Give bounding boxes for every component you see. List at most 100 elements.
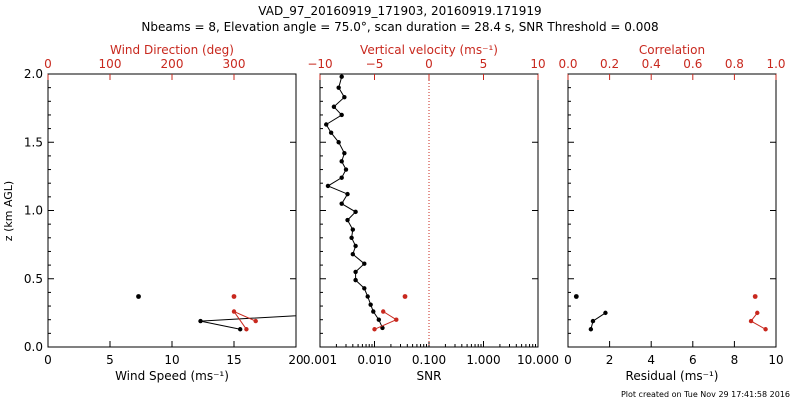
data-point: [353, 277, 358, 283]
title-line-1: VAD_97_20160919_171903, 20160919.171919: [258, 4, 541, 18]
data-point: [748, 318, 754, 324]
data-point: [238, 327, 243, 332]
data-point: [339, 74, 344, 79]
data-point: [350, 227, 356, 232]
top-tick-label: 1.0: [766, 57, 785, 71]
bottom-tick-label: 15: [226, 353, 241, 367]
data-point: [353, 209, 358, 215]
data-point: [136, 294, 141, 299]
y-tick-label: 0.0: [24, 340, 43, 354]
data-point: [325, 183, 331, 189]
data-point: [231, 294, 237, 299]
top-tick-label: −5: [366, 57, 384, 71]
top-tick-label: 0.6: [683, 57, 702, 71]
data-point: [603, 310, 608, 316]
top-tick-label: 0: [425, 57, 433, 71]
data-point: [372, 327, 377, 332]
bottom-tick-label: 20: [288, 353, 303, 367]
top-axis-label: Wind Direction (deg): [110, 43, 234, 57]
bottom-tick-label: 0: [44, 353, 52, 367]
bottom-tick-label: 0.100: [412, 353, 446, 367]
data-layer: [136, 294, 296, 332]
data-point: [331, 104, 337, 109]
data-point: [198, 318, 203, 324]
data-point: [381, 309, 386, 314]
data-point: [763, 327, 768, 332]
data-point: [345, 217, 350, 223]
bottom-tick-label: 2: [606, 353, 614, 367]
top-tick-label: 0: [44, 57, 52, 71]
y-tick-label: 2.0: [24, 67, 43, 81]
series-line: [232, 310, 256, 330]
data-point: [350, 251, 356, 257]
panel-residual: 0 2 4 6 8 10 Residual (ms⁻¹) 0.0 0.2 0.4 0.6 0.8 1.0…: [558, 43, 785, 383]
bottom-tick-label: 5: [106, 353, 114, 367]
plot-frame: [567, 73, 777, 348]
data-point: [394, 317, 399, 322]
data-point: [755, 310, 760, 316]
y-tick-label: 1.0: [24, 204, 43, 218]
bottom-tick-label: 0.001: [303, 353, 337, 367]
top-tick-label: 10: [530, 57, 545, 71]
data-point: [371, 309, 376, 314]
data-point: [328, 130, 334, 135]
y-tick-label: 0.5: [24, 272, 43, 286]
bottom-axis-label: SNR: [417, 369, 442, 383]
data-point: [365, 294, 370, 299]
data-point: [339, 175, 344, 180]
data-point: [588, 327, 594, 332]
top-tick-label: 5: [480, 57, 488, 71]
top-tick-label: 300: [223, 57, 246, 71]
top-axis-label: Vertical velocity (ms⁻¹): [360, 43, 498, 57]
data-point: [362, 286, 367, 291]
series-line: [200, 315, 296, 330]
data-point: [353, 243, 358, 249]
bottom-axis-label: Residual (ms⁻¹): [626, 369, 719, 383]
data-point: [402, 294, 408, 299]
data-point: [343, 167, 349, 172]
top-tick-label: 200: [161, 57, 184, 71]
bottom-tick-label: 8: [731, 353, 739, 367]
bottom-tick-label: 10: [768, 353, 783, 367]
data-point: [342, 150, 347, 156]
top-tick-label: 0.0: [558, 57, 577, 71]
data-point: [573, 294, 579, 299]
top-tick-label: 100: [99, 57, 122, 71]
plot-frame: [47, 73, 297, 348]
data-point: [336, 140, 341, 145]
data-point: [324, 122, 329, 127]
panel-wind: 0 5 10 15 20 Wind Speed (ms⁻¹) 0 100 200 300Wind …: [24, 43, 304, 383]
data-point: [339, 159, 344, 164]
footer-text: Plot created on Tue Nov 29 17:41:58 2016: [621, 390, 790, 399]
y-tick-label: 1.5: [24, 135, 43, 149]
data-point: [339, 201, 344, 206]
data-layer: [573, 294, 768, 332]
title-line-2: Nbeams = 8, Elevation angle = 75.0°, sca…: [141, 20, 658, 34]
data-point: [752, 294, 758, 299]
top-tick-label: −10: [307, 57, 332, 71]
bottom-tick-label: 10: [164, 353, 179, 367]
top-tick-label: 0.8: [725, 57, 744, 71]
data-point: [362, 261, 367, 266]
y-axis-label: z (km AGL): [2, 181, 15, 241]
bottom-tick-label: 0.010: [357, 353, 391, 367]
series-line: [325, 76, 383, 329]
data-point: [368, 302, 373, 307]
data-point: [244, 327, 249, 332]
bottom-tick-label: 6: [689, 353, 697, 367]
data-layer: [324, 74, 408, 332]
bottom-tick-label: 1.000: [466, 353, 500, 367]
data-point: [253, 318, 258, 324]
data-point: [353, 269, 358, 275]
top-tick-label: 0.4: [642, 57, 661, 71]
data-point: [336, 85, 341, 90]
data-point: [345, 191, 350, 197]
panel-snr: 0.001 0.010 0.100 1.000 10.000 SNR −10 −5 0 5 10 Ve…: [303, 43, 559, 383]
data-point: [231, 309, 237, 314]
bottom-tick-label: 4: [647, 353, 655, 367]
data-point: [590, 318, 596, 324]
bottom-tick-label: 0: [564, 353, 572, 367]
bottom-axis-label: Wind Speed (ms⁻¹): [115, 369, 229, 383]
data-point: [349, 235, 354, 240]
